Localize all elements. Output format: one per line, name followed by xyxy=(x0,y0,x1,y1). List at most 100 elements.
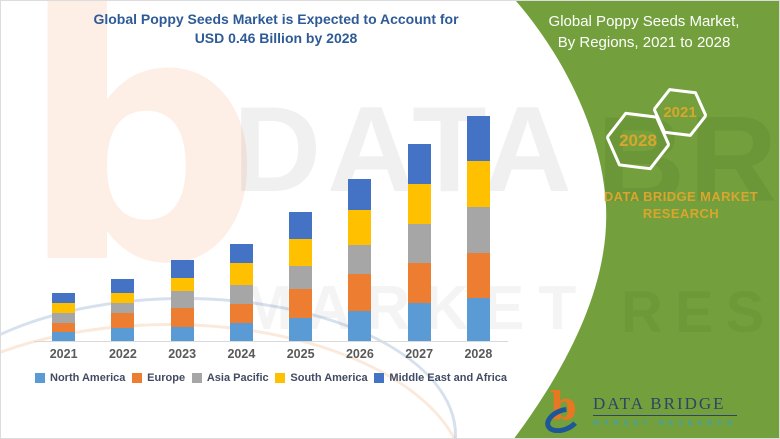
bar-segment-north-america-2022 xyxy=(111,328,135,341)
bar-segment-north-america-2028 xyxy=(466,298,490,341)
bar-segment-europe-2022 xyxy=(111,313,135,328)
x-axis-label-2022: 2022 xyxy=(108,347,137,361)
x-axis-label-2028: 2028 xyxy=(464,347,493,361)
side-panel-title-line1: Global Poppy Seeds Market, xyxy=(548,13,740,30)
bar-column-2025 xyxy=(271,101,330,341)
bar-column-2026 xyxy=(330,101,389,341)
legend-swatch-asia-pacific xyxy=(191,373,202,383)
x-axis-label-2021: 2021 xyxy=(49,347,78,361)
bar-segment-asia-pacific-2025 xyxy=(289,266,313,289)
bar-stack-2022 xyxy=(111,279,135,341)
x-axis-label-2024: 2024 xyxy=(227,347,256,361)
bar-segment-asia-pacific-2023 xyxy=(170,291,194,308)
footer-logo: b DATA BRIDGE MARKET RESEARCH xyxy=(544,387,737,433)
bar-segment-middle-east-and-africa-2022 xyxy=(111,279,135,293)
bar-segment-north-america-2024 xyxy=(229,323,253,341)
bar-column-2022 xyxy=(93,101,152,341)
hexagon-2021-label: 2021 xyxy=(663,104,697,121)
footer-logo-text: DATA BRIDGE MARKET RESEARCH xyxy=(593,394,737,427)
side-panel-title-line2: By Regions, 2021 to 2028 xyxy=(557,34,731,51)
bar-column-2024 xyxy=(212,101,271,341)
bar-segment-asia-pacific-2028 xyxy=(466,207,490,253)
bar-plot-area xyxy=(34,101,508,341)
bar-stack-2023 xyxy=(170,260,194,341)
bar-segment-europe-2024 xyxy=(229,304,253,323)
x-axis-label-2026: 2026 xyxy=(345,347,374,361)
bar-segment-europe-2025 xyxy=(289,289,313,318)
bar-stack-2028 xyxy=(466,116,490,341)
bar-column-2021 xyxy=(34,101,93,341)
bar-segment-north-america-2021 xyxy=(52,332,76,341)
hexagon-2028-label: 2028 xyxy=(619,131,657,150)
databridge-b-icon: b xyxy=(545,387,581,433)
bar-segment-europe-2026 xyxy=(348,274,372,311)
footer-brand-name: DATA BRIDGE xyxy=(593,394,737,416)
bar-stack-2026 xyxy=(348,179,372,341)
bar-segment-north-america-2026 xyxy=(348,311,372,341)
bar-segment-asia-pacific-2024 xyxy=(229,285,253,304)
bar-segment-middle-east-and-africa-2026 xyxy=(348,179,372,210)
x-axis-labels: 2021 2022 2023 2024 2025 2026 2027 2028 xyxy=(34,347,508,361)
chart-title-line2: USD 0.46 Billion by 2028 xyxy=(194,30,358,46)
bar-segment-middle-east-and-africa-2021 xyxy=(52,293,76,303)
x-axis-label-2025: 2025 xyxy=(286,347,315,361)
legend-item-asia-pacific: Asia Pacific xyxy=(191,372,269,384)
side-panel-brand: DATA BRIDGE MARKET RESEARCH xyxy=(581,188,779,222)
bar-segment-middle-east-and-africa-2023 xyxy=(170,260,194,278)
bar-segment-asia-pacific-2027 xyxy=(407,224,431,263)
bar-segment-asia-pacific-2021 xyxy=(52,313,76,323)
bar-stack-2024 xyxy=(229,244,253,341)
chart-title-line1: Global Poppy Seeds Market is Expected to… xyxy=(93,11,459,27)
bar-segment-europe-2028 xyxy=(466,253,490,298)
side-panel-brand-line2: RESEARCH xyxy=(642,206,720,221)
hexagon-2028-icon xyxy=(605,111,671,171)
chart-legend: North America Europe Asia Pacific South Ame… xyxy=(31,372,511,384)
bar-segment-south-america-2023 xyxy=(170,278,194,291)
legend-item-south-america: South America xyxy=(275,372,368,384)
bar-stack-2025 xyxy=(289,212,313,341)
bar-segment-middle-east-and-africa-2028 xyxy=(466,116,490,161)
legend-label-south-america: South America xyxy=(290,372,368,384)
bar-segment-europe-2021 xyxy=(52,323,76,332)
x-axis-label-2023: 2023 xyxy=(168,347,197,361)
legend-label-europe: Europe xyxy=(147,372,186,384)
bar-segment-asia-pacific-2022 xyxy=(111,303,135,313)
legend-swatch-europe xyxy=(132,373,143,383)
bar-segment-south-america-2022 xyxy=(111,293,135,303)
legend-swatch-middle-east-and-africa xyxy=(374,373,385,383)
bar-segment-north-america-2025 xyxy=(289,318,313,341)
bar-segment-middle-east-and-africa-2025 xyxy=(289,212,313,239)
bar-segment-north-america-2027 xyxy=(407,303,431,341)
legend-label-north-america: North America xyxy=(50,372,126,384)
side-panel-title: Global Poppy Seeds Market, By Regions, 2… xyxy=(513,11,775,53)
bar-segment-south-america-2021 xyxy=(52,303,76,313)
footer-brand-subtitle: MARKET RESEARCH xyxy=(593,417,737,427)
legend-swatch-north-america xyxy=(35,373,45,383)
bar-segment-north-america-2023 xyxy=(170,327,194,341)
side-panel-brand-line1: DATA BRIDGE MARKET xyxy=(603,189,759,204)
legend-swatch-south-america xyxy=(275,373,286,383)
legend-label-asia-pacific: Asia Pacific xyxy=(206,372,269,384)
bar-segment-asia-pacific-2026 xyxy=(348,245,372,274)
bar-stack-2021 xyxy=(52,293,76,341)
hexagon-2021-icon xyxy=(652,88,708,137)
legend-item-north-america: North America xyxy=(35,372,125,384)
x-axis-label-2027: 2027 xyxy=(405,347,434,361)
chart-title: Global Poppy Seeds Market is Expected to… xyxy=(53,10,499,48)
legend-item-europe: Europe xyxy=(132,372,185,384)
bar-column-2028 xyxy=(449,101,508,341)
bar-segment-europe-2023 xyxy=(170,308,194,327)
bar-segment-south-america-2025 xyxy=(289,239,313,266)
bar-segment-south-america-2026 xyxy=(348,210,372,245)
bar-segment-south-america-2028 xyxy=(466,161,490,207)
bar-column-2027 xyxy=(390,101,449,341)
bar-segment-middle-east-and-africa-2027 xyxy=(407,144,431,184)
bar-segment-south-america-2024 xyxy=(229,263,253,285)
bar-segment-south-america-2027 xyxy=(407,184,431,224)
bar-stack-2027 xyxy=(407,144,431,341)
legend-item-middle-east-and-africa: Middle East and Africa xyxy=(374,372,507,384)
legend-label-middle-east-and-africa: Middle East and Africa xyxy=(389,372,507,384)
bar-segment-europe-2027 xyxy=(407,263,431,303)
